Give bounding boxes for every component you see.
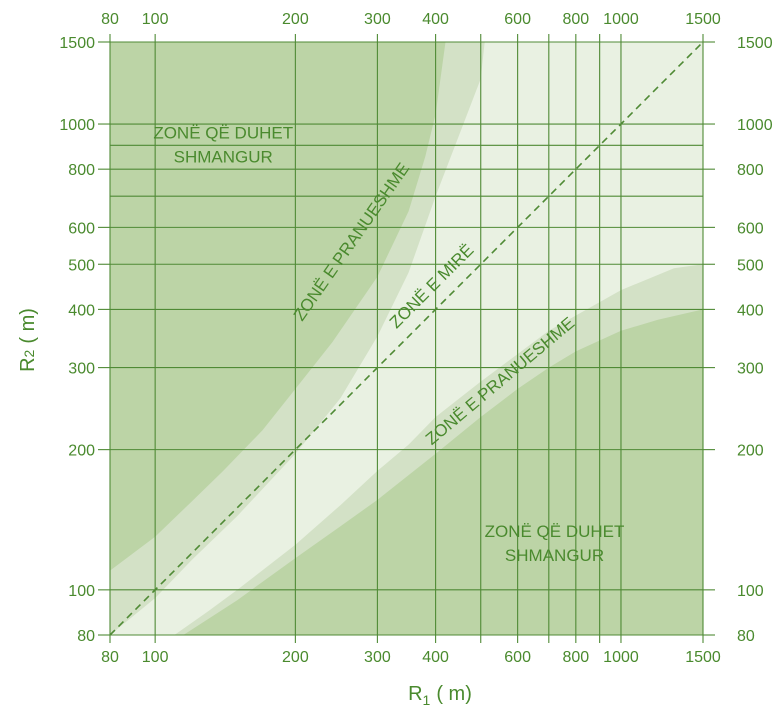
x-tick-label-top-200: 200 [282,11,309,28]
x-tick-label-bottom-80: 80 [101,649,119,666]
zone-label-1: ZONË QË DUHET SHMANGUR [153,124,293,167]
x-tick-label-bottom-100: 100 [142,649,169,666]
x-axis-title-sub: 1 [423,692,431,708]
upper-avoid-zone [110,42,446,571]
y-tick-label-right-500: 500 [737,257,764,274]
x-tick-label-top-1500: 1500 [685,11,721,28]
y-tick-label-left-500: 500 [68,257,95,274]
x-tick-label-top-100: 100 [142,11,169,28]
y-tick-label-left-200: 200 [68,443,95,460]
y-tick-label-left-100: 100 [68,583,95,600]
zone-label-5-line-1: ZONË QË DUHET [485,522,625,541]
grid-layer [98,34,715,643]
y-axis-title-main: R [17,357,39,371]
x-tick-label-bottom-400: 400 [422,649,449,666]
y-tick-label-left-600: 600 [68,220,95,237]
y-tick-label-right-1500: 1500 [737,35,773,52]
x-axis-title-main: R [408,683,422,705]
y-tick-label-right-1000: 1000 [737,117,773,134]
x-tick-label-top-400: 400 [422,11,449,28]
y-tick-label-left-300: 300 [68,361,95,378]
y-tick-label-right-400: 400 [737,302,764,319]
zone-label-5: ZONË QË DUHET SHMANGUR [485,522,625,565]
y-axis-title: R2 ( m) [17,308,39,372]
x-tick-label-top-80: 80 [101,11,119,28]
x-tick-label-bottom-200: 200 [282,649,309,666]
x-axis-title-unit: ( m) [436,683,472,705]
y-tick-label-right-80: 80 [737,628,755,645]
zone-label-1-line-1: ZONË QË DUHET [153,124,293,143]
y-tick-label-left-1500: 1500 [59,35,95,52]
y-tick-label-right-300: 300 [737,361,764,378]
x-tick-label-top-600: 600 [504,11,531,28]
x-axis-title: R1 ( m) [408,683,472,708]
x-tick-label-bottom-1500: 1500 [685,649,721,666]
x-tick-label-bottom-800: 800 [562,649,589,666]
y-tick-label-right-800: 800 [737,162,764,179]
y-tick-label-left-80: 80 [77,628,95,645]
lower-avoid-zone [183,309,703,635]
x-tick-label-top-800: 800 [562,11,589,28]
x-tick-label-top-300: 300 [364,11,391,28]
x-tick-label-bottom-300: 300 [364,649,391,666]
y-tick-label-left-800: 800 [68,162,95,179]
y-tick-label-left-1000: 1000 [59,117,95,134]
tick-labels-layer: 80 80 100 100 200 200 300 300 400 400 600 600 800 800… [59,11,772,666]
y-tick-label-left-400: 400 [68,302,95,319]
equal-radius-dashed-line [109,41,704,636]
x-tick-label-bottom-600: 600 [504,649,531,666]
zone-label-1-line-2: SHMANGUR [174,148,273,167]
y-tick-label-right-600: 600 [737,220,764,237]
x-tick-label-top-1000: 1000 [603,11,639,28]
y-tick-label-right-100: 100 [737,583,764,600]
y-axis-title-sub: 2 [21,349,37,357]
x-tick-label-bottom-1000: 1000 [603,649,639,666]
y-tick-label-right-200: 200 [737,443,764,460]
y-axis-title-unit: ( m) [17,308,39,344]
zone-label-5-line-2: SHMANGUR [505,546,604,565]
